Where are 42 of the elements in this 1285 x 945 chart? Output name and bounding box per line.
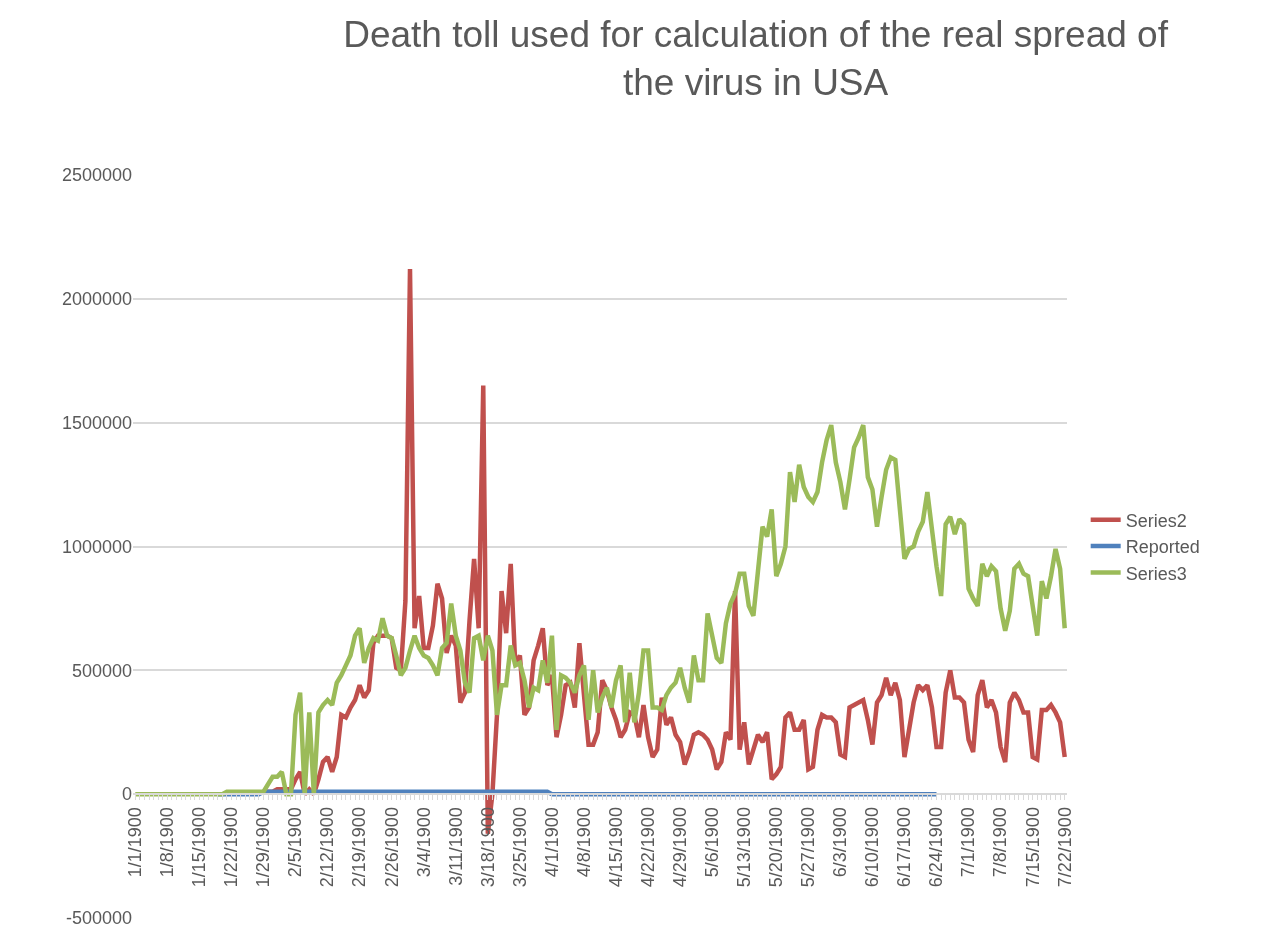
legend-label: Reported: [1125, 537, 1200, 558]
x-tick-label: 7/22/1900: [1054, 807, 1075, 888]
x-tick-label: 5/20/1900: [766, 807, 787, 888]
x-tick-label: 1/8/1900: [157, 807, 178, 878]
x-tick-label: 6/24/1900: [926, 807, 947, 888]
x-tick-label: 4/15/1900: [605, 807, 626, 888]
x-tick-label: 6/3/1900: [830, 807, 851, 878]
x-tick-label: 1/22/1900: [221, 807, 242, 888]
x-tick-label: 1/15/1900: [189, 807, 210, 888]
x-tick-label: 5/6/1900: [702, 807, 723, 878]
y-tick-label: 0: [121, 784, 132, 805]
x-tick-label: 4/29/1900: [669, 807, 690, 888]
x-tick-label: 4/1/1900: [541, 807, 562, 878]
x-tick-label: 4/8/1900: [573, 807, 594, 878]
x-tick-label: 4/22/1900: [637, 807, 658, 888]
y-tick-label: 2000000: [61, 289, 132, 310]
x-tick-label: 3/25/1900: [509, 807, 530, 888]
x-tick-label: 3/18/1900: [477, 807, 498, 888]
x-tick-label: 2/26/1900: [381, 807, 402, 888]
x-tick-label: 3/4/1900: [413, 807, 434, 878]
line-series: [133, 422, 1067, 797]
x-tick-label: 1/29/1900: [253, 807, 274, 888]
x-tick-label: 5/27/1900: [798, 807, 819, 888]
legend-label: Series2: [1125, 510, 1187, 531]
x-tick-label: 2/19/1900: [349, 807, 370, 888]
y-tick-label: 1000000: [61, 536, 132, 557]
x-tick-label: 5/13/1900: [734, 807, 755, 888]
x-tick-label: 3/11/1900: [445, 807, 466, 886]
y-tick-label: 2500000: [61, 165, 132, 186]
y-tick-label: -500000: [65, 908, 132, 929]
chart-title: Death toll used for calculation of the real spread of the virus in USA: [343, 14, 1169, 104]
x-tick-label: 1/1/1900: [125, 807, 146, 878]
x-tick-label: 7/8/1900: [990, 807, 1011, 878]
y-tick-label: 500000: [71, 660, 132, 681]
y-tick-label: 1500000: [61, 412, 132, 433]
x-tick-label: 2/12/1900: [317, 807, 338, 888]
legend-label: Series3: [1125, 563, 1187, 584]
x-tick-label: 2/5/1900: [285, 807, 306, 878]
x-tick-label: 7/1/1900: [958, 807, 979, 878]
x-tick-label: 7/15/1900: [1022, 807, 1043, 888]
x-tick-label: 6/17/1900: [894, 807, 915, 888]
x-tick-label: 6/10/1900: [862, 807, 883, 888]
